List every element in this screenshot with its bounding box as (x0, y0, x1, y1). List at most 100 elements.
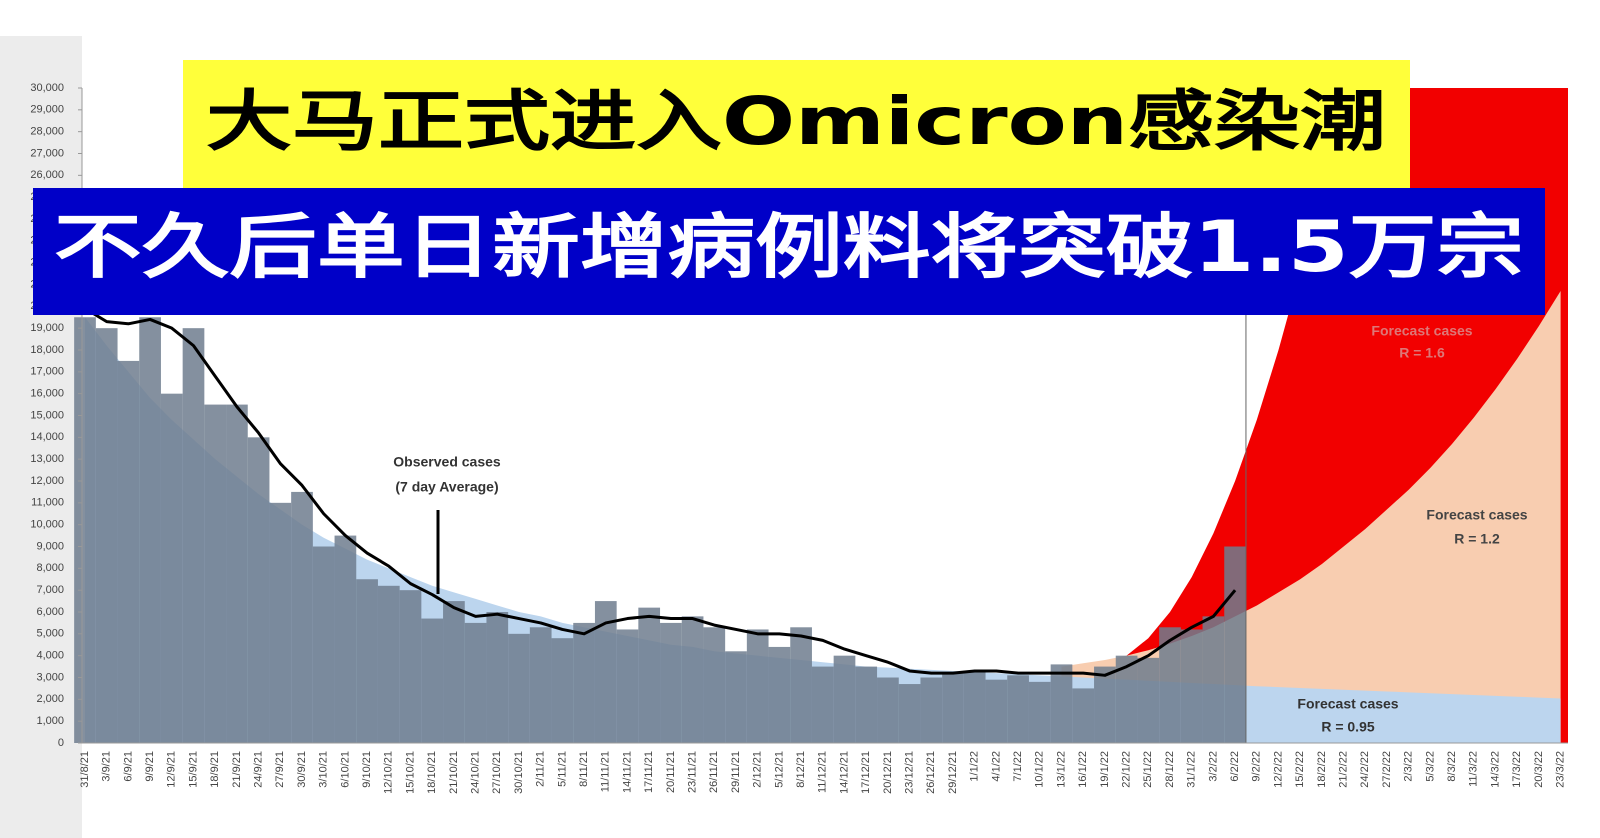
x-tick-label: 9/2/22 (1251, 751, 1263, 782)
x-tick-label: 6/9/21 (122, 751, 134, 782)
x-tick-label: 22/1/22 (1121, 751, 1133, 788)
forecast-area (1061, 291, 1561, 743)
bar (182, 328, 205, 743)
bar (356, 579, 378, 743)
x-tick-label: 18/2/22 (1316, 751, 1328, 788)
bar (768, 646, 791, 743)
bar (74, 317, 96, 743)
bar (616, 629, 639, 743)
y-tick-label: 5,000 (36, 628, 64, 640)
bar (226, 404, 248, 743)
bar (1028, 681, 1051, 743)
bar (377, 585, 400, 743)
y-tick-label: 7,000 (36, 584, 64, 596)
side-panel (0, 36, 82, 838)
x-tick-label: 6/10/21 (339, 751, 351, 788)
bar (703, 627, 726, 743)
bar (790, 627, 812, 743)
x-tick-label: 17/11/21 (643, 751, 655, 793)
y-tick-label: 2,000 (36, 693, 64, 705)
bar (898, 684, 921, 743)
x-tick-label: 3/2/22 (1207, 751, 1219, 782)
y-tick-label: 26,000 (30, 169, 64, 181)
headline: 大马正式进入Omicron感染潮 (206, 83, 1386, 160)
y-tick-label: 30,000 (30, 82, 64, 94)
x-tick-label: 28/1/22 (1164, 751, 1176, 788)
annotation: R = 1.6 (1399, 345, 1445, 361)
y-tick-label: 10,000 (30, 519, 64, 531)
x-tick-label: 5/11/21 (556, 751, 568, 787)
x-tick-label: 23/12/21 (904, 751, 916, 794)
x-tick-label: 9/10/21 (361, 751, 373, 788)
x-tick-label: 14/12/21 (838, 751, 850, 794)
bar (877, 677, 899, 743)
x-tick-label: 19/1/22 (1099, 751, 1111, 788)
x-tick-label: 20/3/22 (1533, 751, 1545, 788)
x-tick-label: 30/10/21 (513, 751, 525, 794)
y-tick-label: 14,000 (30, 431, 64, 443)
bar (1115, 655, 1138, 743)
annotation: Forecast cases (1426, 507, 1527, 523)
y-tick-label: 28,000 (30, 126, 64, 138)
subheadline-box (33, 188, 1545, 315)
average-line (84, 307, 1237, 677)
x-tick-label: 23/3/22 (1555, 751, 1567, 788)
x-tick-label: 14/3/22 (1489, 751, 1501, 788)
x-tick-label: 1/1/22 (969, 751, 981, 782)
bar (269, 502, 292, 743)
bar (963, 670, 986, 743)
x-tick-label: 4/1/22 (990, 751, 1002, 782)
bar (443, 601, 465, 743)
x-tick-label: 18/10/21 (426, 751, 438, 794)
x-tick-label: 8/11/21 (578, 751, 590, 787)
bar (464, 622, 487, 743)
x-tick-label: 7/1/22 (1012, 751, 1024, 782)
annotation: (7 day Average) (395, 479, 498, 495)
y-tick-label: 1,000 (36, 715, 64, 727)
x-tick-label: 5/3/22 (1424, 751, 1436, 782)
x-tick-label: 15/10/21 (404, 751, 416, 794)
x-tick-label: 27/9/21 (274, 751, 286, 788)
y-tick-label: 0 (58, 737, 64, 749)
y-tick-label: 4,000 (36, 650, 64, 662)
x-tick-label: 11/11/21 (600, 751, 612, 792)
bar (139, 317, 161, 743)
x-tick-label: 15/9/21 (187, 751, 199, 788)
y-tick-label: 16,000 (30, 388, 64, 400)
x-tick-label: 26/11/21 (708, 751, 720, 793)
bar (573, 622, 595, 743)
x-tick-label: 29/11/21 (730, 751, 742, 793)
bar (421, 618, 444, 743)
bar (833, 655, 856, 743)
x-tick-label: 12/10/21 (383, 751, 395, 794)
bar (247, 437, 270, 743)
x-tick-label: 11/3/22 (1468, 751, 1480, 787)
bar (551, 638, 574, 743)
bar (1224, 546, 1246, 743)
x-tick-label: 21/9/21 (231, 751, 243, 788)
bar (95, 328, 118, 743)
y-tick-label: 12,000 (30, 475, 64, 487)
bar (160, 393, 183, 743)
bar (291, 491, 313, 743)
bar (1202, 616, 1225, 743)
x-tick-label: 30/9/21 (296, 751, 308, 788)
x-tick-label: 12/9/21 (166, 751, 178, 788)
bar (811, 666, 834, 743)
x-tick-label: 5/12/21 (773, 751, 785, 788)
x-tick-label: 14/11/21 (621, 751, 633, 793)
bar (1007, 675, 1029, 743)
y-tick-label: 8,000 (36, 562, 64, 574)
x-tick-label: 2/12/21 (752, 751, 764, 788)
bar (725, 651, 747, 743)
subheadline: 不久后单日新增病例料将突破1.5万宗 (54, 206, 1524, 288)
x-tick-label: 24/10/21 (470, 751, 482, 794)
x-tick-label: 20/12/21 (882, 751, 894, 794)
bar (638, 607, 661, 743)
x-tick-label: 2/11/21 (535, 751, 547, 787)
plot: 0 1,000 2,000 3,000 4,000 5,000 6,000 7,000 8,00… (30, 82, 1568, 794)
y-tick-label: 11,000 (31, 497, 64, 509)
x-tick-label: 29/12/21 (947, 751, 959, 794)
y-tick-label: 13,000 (30, 453, 64, 465)
